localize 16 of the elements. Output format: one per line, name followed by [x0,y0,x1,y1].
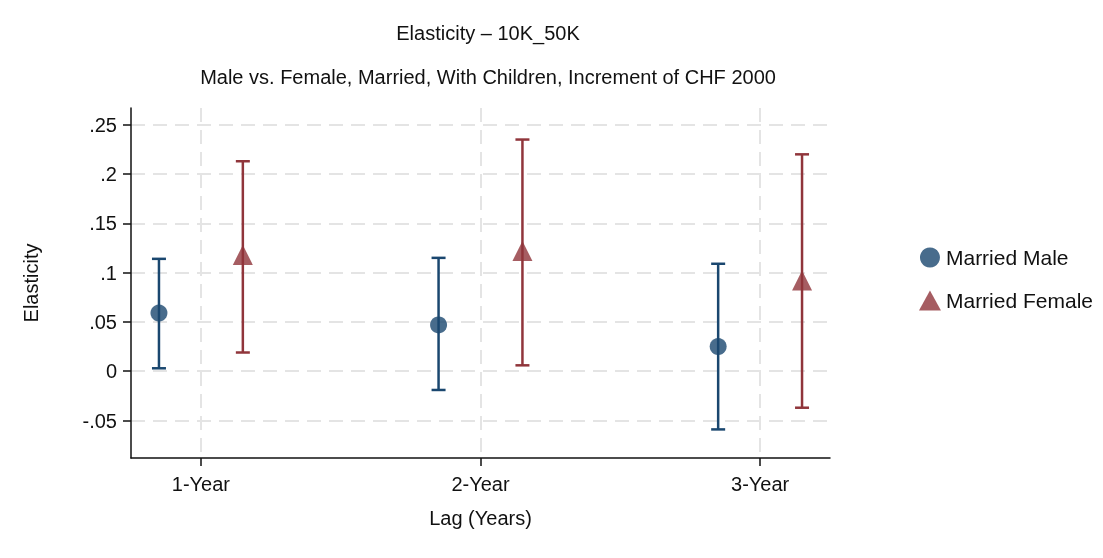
y-tick-label: -.05 [82,409,117,432]
y-tick-label: .2 [100,163,117,186]
legend-label: Married Female [945,289,1094,312]
x-tick-label: 3-Year [731,473,790,495]
y-tick-label: .25 [89,113,117,136]
y-tick-label: .05 [89,310,117,333]
x-tick-label: 2-Year [451,473,510,495]
x-axis-title: Lag (Years) [429,507,532,529]
y-tick-label: .1 [100,261,117,284]
y-axis-title: Elasticity [20,243,42,323]
x-tick-label: 1-Year [171,473,231,495]
legend-label: Married Male [945,246,1069,269]
y-tick-label: .15 [89,212,117,235]
y-tick-label: 0 [105,360,117,383]
chart-subtitle: Male vs. Female, Married, With Children, Increment of CHF 2000 [200,66,776,88]
chart-title: Elasticity – 10K_50K [396,22,581,45]
